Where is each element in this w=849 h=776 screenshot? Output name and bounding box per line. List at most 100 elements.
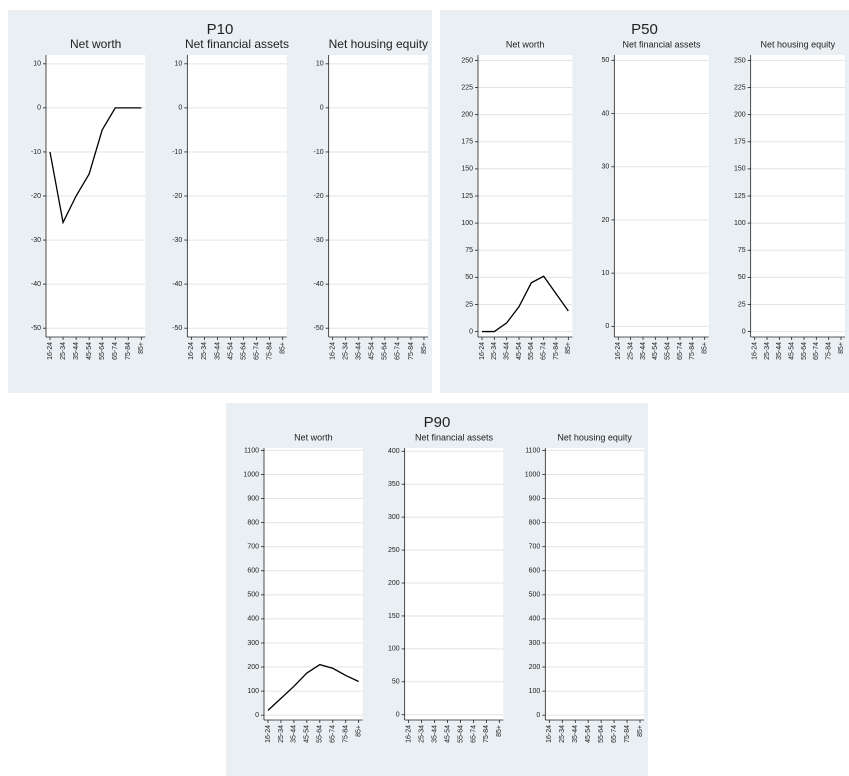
x-tick-label: 25-34 xyxy=(418,725,425,743)
x-tick-label: 45-54 xyxy=(652,342,659,360)
y-tick-label: 10 xyxy=(175,61,183,68)
y-tick-label: 40 xyxy=(602,110,610,117)
x-tick-label: 65-74 xyxy=(395,342,402,360)
y-tick-label: 0 xyxy=(536,712,540,719)
x-tick-label: 55-64 xyxy=(317,725,324,743)
y-tick-label: 1100 xyxy=(244,447,259,454)
y-tick-label: 1000 xyxy=(243,471,259,478)
x-tick-label: 55-64 xyxy=(240,342,247,360)
x-tick-label: 55-64 xyxy=(528,342,535,360)
y-tick-label: 10 xyxy=(316,61,324,68)
x-tick-label: 75-84 xyxy=(408,342,415,360)
x-tick-label: 85+ xyxy=(496,725,503,737)
y-tick-label: 175 xyxy=(734,139,746,146)
y-tick-label: 50 xyxy=(392,679,400,686)
y-tick-label: 150 xyxy=(734,166,746,173)
x-tick-label: 75-84 xyxy=(266,342,273,360)
x-tick-label: 85+ xyxy=(838,342,845,354)
x-tick-label: 25-34 xyxy=(278,725,285,743)
x-tick-label: 75-84 xyxy=(689,342,696,360)
x-tick-label: 16-24 xyxy=(479,342,486,360)
x-tick-label: 45-54 xyxy=(444,725,451,743)
y-tick-label: 175 xyxy=(461,139,473,146)
y-tick-label: 0 xyxy=(605,323,609,330)
y-tick-label: 200 xyxy=(461,111,473,118)
y-tick-label: -30 xyxy=(172,237,182,244)
y-tick-label: 350 xyxy=(388,481,400,488)
y-tick-label: 300 xyxy=(388,514,400,521)
panel-title: P90 xyxy=(424,414,451,431)
subplot-title: Net financial assets xyxy=(185,37,289,51)
x-tick-label: 65-74 xyxy=(253,342,260,360)
y-tick-label: 700 xyxy=(247,544,259,551)
plot-area xyxy=(404,448,504,720)
y-tick-label: -20 xyxy=(31,193,41,200)
y-tick-label: 900 xyxy=(247,495,259,502)
y-tick-label: 200 xyxy=(247,664,259,671)
y-tick-label: 1100 xyxy=(525,447,540,454)
y-tick-label: 100 xyxy=(734,220,746,227)
y-tick-label: 500 xyxy=(529,592,541,599)
x-tick-label: 16-24 xyxy=(330,342,337,360)
y-tick-label: 300 xyxy=(529,640,541,647)
y-tick-label: 125 xyxy=(734,193,746,200)
panel-title: P50 xyxy=(631,21,658,38)
x-tick-label: 35-44 xyxy=(776,342,783,360)
x-tick-label: 55-64 xyxy=(801,342,808,360)
y-tick-label: 100 xyxy=(529,688,541,695)
data-line xyxy=(267,663,359,711)
y-tick-label: 75 xyxy=(738,247,746,254)
data-line xyxy=(49,107,142,225)
y-tick-label: -40 xyxy=(31,281,41,288)
x-tick-label: 85+ xyxy=(565,342,572,354)
y-tick-label: 100 xyxy=(388,646,400,653)
y-tick-label: 75 xyxy=(465,247,473,254)
y-tick-label: 20 xyxy=(602,217,610,224)
y-tick-label: 200 xyxy=(734,111,746,118)
y-tick-label: 1000 xyxy=(525,471,541,478)
x-tick-label: 65-74 xyxy=(677,342,684,360)
y-tick-label: -20 xyxy=(314,193,324,200)
x-tick-label: 16-24 xyxy=(265,725,272,743)
subplot-title: Net worth xyxy=(506,39,545,49)
y-tick-label: -30 xyxy=(314,237,324,244)
x-tick-label: 65-74 xyxy=(813,342,820,360)
y-tick-label: 225 xyxy=(461,84,473,91)
y-tick-label: 0 xyxy=(396,712,400,719)
data-line xyxy=(482,275,569,333)
x-tick-label: 16-24 xyxy=(47,342,54,360)
x-tick-label: 25-34 xyxy=(60,342,67,360)
x-tick-label: 45-54 xyxy=(86,342,93,360)
y-tick-label: 250 xyxy=(734,57,746,64)
y-tick-label: 50 xyxy=(465,274,473,281)
y-tick-label: -50 xyxy=(314,325,324,332)
y-tick-label: 250 xyxy=(461,57,473,64)
subplot-title: Net housing equity xyxy=(329,37,428,51)
x-tick-label: 75-84 xyxy=(624,725,631,743)
y-tick-label: 25 xyxy=(465,301,473,308)
x-tick-label: 35-44 xyxy=(356,342,363,360)
y-tick-label: 400 xyxy=(529,616,541,623)
x-tick-label: 25-34 xyxy=(559,725,566,743)
y-tick-label: 300 xyxy=(247,640,259,647)
y-tick-label: 600 xyxy=(529,568,541,575)
x-tick-label: 45-54 xyxy=(227,342,234,360)
x-tick-label: 85+ xyxy=(138,342,145,354)
y-tick-label: 50 xyxy=(738,274,746,281)
y-tick-label: -10 xyxy=(172,149,182,156)
y-tick-label: -50 xyxy=(31,325,41,332)
y-tick-label: 700 xyxy=(529,544,541,551)
subplot-title: Net worth xyxy=(70,37,121,51)
y-tick-label: -40 xyxy=(314,281,324,288)
subplot-title: Net financial assets xyxy=(415,432,494,442)
x-tick-label: 25-34 xyxy=(343,342,350,360)
y-tick-label: 10 xyxy=(602,270,610,277)
x-tick-label: 55-64 xyxy=(99,342,106,360)
x-tick-label: 65-74 xyxy=(470,725,477,743)
x-tick-label: 45-54 xyxy=(304,725,311,743)
x-tick-label: 75-84 xyxy=(343,725,350,743)
y-tick-label: 0 xyxy=(255,712,259,719)
x-tick-label: 35-44 xyxy=(504,342,511,360)
plot-area xyxy=(264,448,363,720)
y-tick-label: 0 xyxy=(742,328,746,335)
